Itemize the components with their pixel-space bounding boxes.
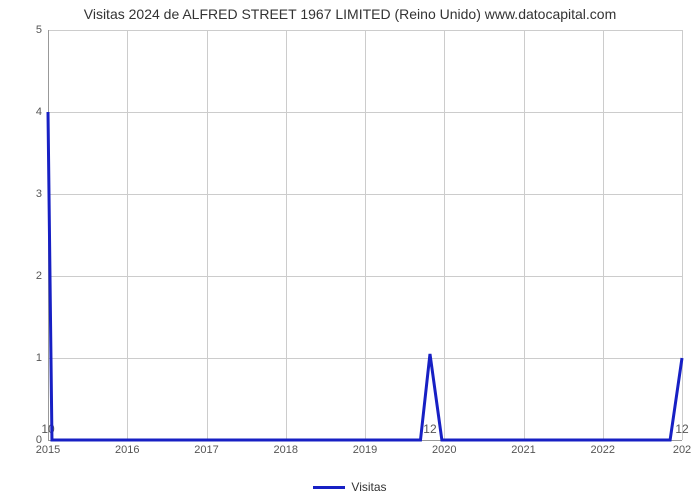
x-tick-label-edge: 202 [673,444,691,456]
x-tick-label: 2020 [432,444,456,456]
series-line [48,112,682,440]
line-chart: Visitas 2024 de ALFRED STREET 1967 LIMIT… [0,0,700,500]
legend-swatch [313,486,345,489]
x-tick-label: 2021 [511,444,535,456]
y-tick-label: 3 [36,188,42,200]
y-tick-label: 5 [36,24,42,36]
grid-v [682,30,683,440]
y-tick-label: 1 [36,352,42,364]
series-svg [48,30,682,440]
x-tick-label: 2017 [194,444,218,456]
chart-title: Visitas 2024 de ALFRED STREET 1967 LIMIT… [0,6,700,22]
x-tick-label: 2019 [353,444,377,456]
plot-area: 0123452015201620172018201920202021202220… [48,30,682,440]
y-tick-label: 4 [36,106,42,118]
legend: Visitas [0,480,700,494]
x-tick-label: 2022 [591,444,615,456]
x-tick-label: 2016 [115,444,139,456]
x-tick-label: 2018 [274,444,298,456]
legend-label: Visitas [351,480,386,494]
x-tick-label: 2015 [36,444,60,456]
y-tick-label: 2 [36,270,42,282]
